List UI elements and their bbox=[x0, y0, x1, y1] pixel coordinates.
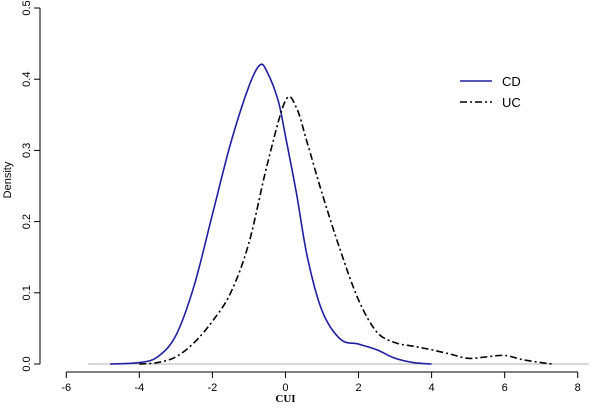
x-tick-label: 2 bbox=[355, 382, 361, 394]
y-tick-label: 0.1 bbox=[21, 285, 33, 300]
legend-label-uc: UC bbox=[502, 95, 521, 110]
x-tick-label: 8 bbox=[575, 382, 581, 394]
series-line-cd bbox=[110, 63, 432, 365]
x-tick-label: 6 bbox=[502, 382, 508, 394]
series-line-uc bbox=[139, 95, 553, 365]
legend-label-cd: CD bbox=[502, 74, 521, 89]
y-tick-label: 0.0 bbox=[21, 356, 33, 371]
x-tick-label: -6 bbox=[61, 382, 71, 394]
y-tick-label: 0.2 bbox=[21, 214, 33, 229]
x-axis-label: CUI bbox=[275, 393, 295, 405]
y-tick-label: 0.5 bbox=[21, 0, 33, 15]
x-ticks: -6 -4 -2 0 2 4 6 8 bbox=[61, 372, 581, 394]
x-tick-label: 4 bbox=[429, 382, 435, 394]
y-tick-label: 0.4 bbox=[21, 72, 33, 87]
y-tick-label: 0.3 bbox=[21, 143, 33, 158]
legend: CD UC bbox=[460, 74, 521, 110]
x-tick-label: -2 bbox=[208, 382, 218, 394]
x-tick-label: -4 bbox=[134, 382, 144, 394]
y-ticks: 0.0 0.1 0.2 0.3 0.4 0.5 bbox=[21, 0, 40, 372]
x-tick-label: 0 bbox=[282, 382, 288, 394]
series-layer bbox=[110, 63, 553, 365]
y-axis-label: Density bbox=[2, 161, 14, 198]
